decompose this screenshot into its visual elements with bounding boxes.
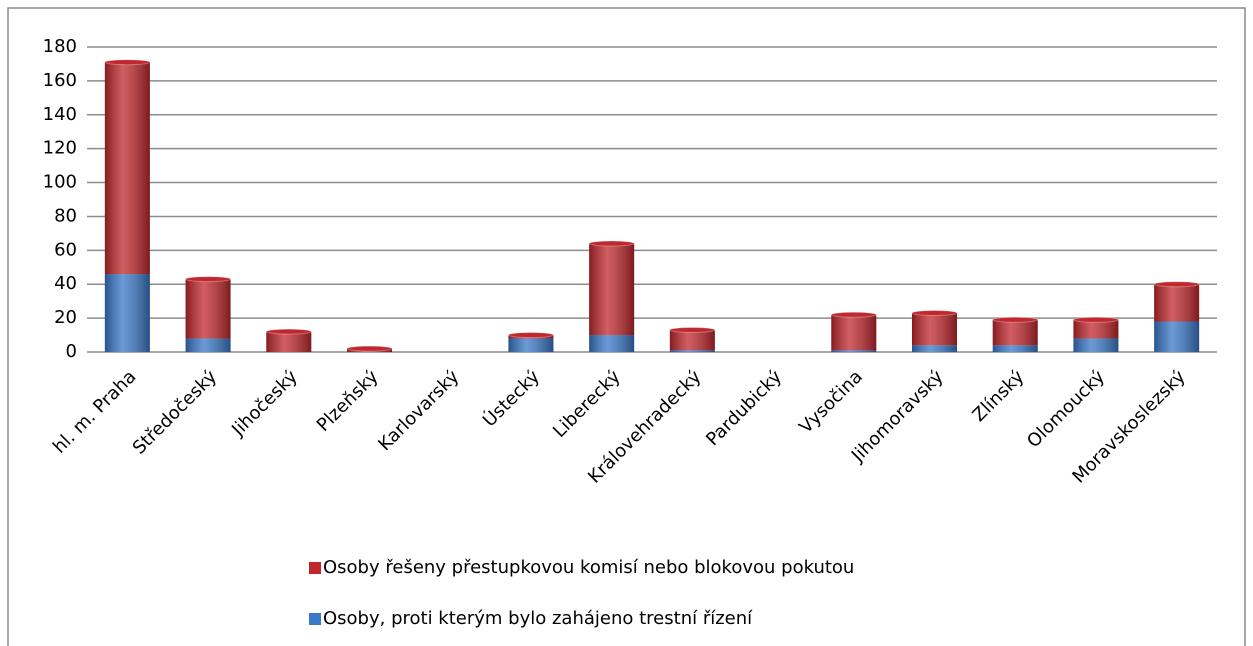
bar-shade [1154,321,1200,352]
bar-cap [992,316,1039,323]
bar-cap [265,328,312,335]
x-tick-label: hl. m. Praha [49,366,140,457]
bar-shade [104,274,150,352]
bar-shade [185,279,231,339]
legend-swatch [309,562,321,574]
chart-frame [7,7,1246,646]
legend-label: Osoby řešeny přestupkovou komisí nebo bl… [323,557,854,578]
bar-shade [1073,319,1119,339]
bar-shade [669,350,715,352]
bar-shade [992,345,1038,352]
y-tick-label: 20 [54,307,77,328]
y-tick-label: 140 [43,104,77,125]
bar-shade [589,243,635,336]
y-tick-label: 160 [43,70,77,91]
bar-cap [911,310,958,317]
bar-shade [104,62,150,275]
bar-shade [831,350,877,352]
x-tick-label: Jihočeský [227,366,302,441]
y-tick-label: 60 [54,239,77,260]
bar-cap [1072,316,1119,323]
bar-cap [346,345,393,352]
bar-shade [1154,284,1200,322]
legend-label: Osoby, proti kterým bylo zahájeno trestn… [323,608,753,629]
y-tick-label: 100 [43,172,77,193]
bar-shade [669,329,715,351]
y-tick-label: 80 [54,205,77,226]
x-tick-label: Středočeský [129,366,222,459]
y-tick-label: 40 [54,273,77,294]
y-tick-label: 180 [43,36,77,57]
bar-shade [185,338,231,352]
x-tick-label: Pardubický [702,366,786,450]
bar-cap [669,326,716,333]
bar-shade [266,331,312,352]
x-tick-label: Ústecký [478,365,544,431]
bar-shade [1073,338,1119,352]
bar-shade [589,335,635,352]
x-tick-label: Plzeňský [313,366,383,436]
x-tick-label: Zlínský [968,366,1028,426]
bar-cap [830,311,877,318]
x-tick-label: Vysočina [795,366,867,438]
bar-cap [588,240,635,247]
bar-shade [912,313,957,346]
x-tick-label: Olomoucký [1023,366,1109,452]
x-tick-label: Karlovarský [374,366,463,455]
bar-cap [507,332,554,339]
bar-shade [508,338,554,352]
y-tick-label: 120 [43,138,77,159]
bar-cap [185,276,232,283]
y-tick-label: 0 [66,341,77,362]
bar-cap [1153,281,1200,288]
bar-cap [104,59,151,66]
bar-shade [912,345,957,352]
bar-shade [992,319,1038,346]
legend-swatch [309,613,321,625]
bar-shade [831,314,877,351]
x-tick-label: Liberecký [549,366,625,442]
